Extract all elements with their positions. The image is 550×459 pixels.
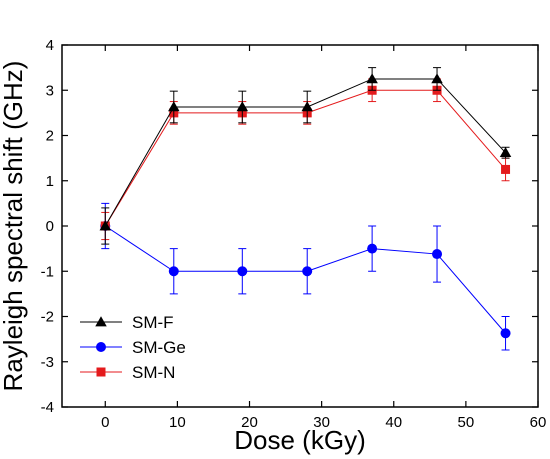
series-layer — [99, 67, 512, 351]
legend-marker-sm-n — [96, 367, 106, 377]
legend-item-sm-f: SM-F — [80, 313, 174, 332]
legend-item-sm-n: SM-N — [80, 363, 175, 382]
data-point-sm-ge — [432, 249, 443, 260]
x-tick-label: 10 — [169, 414, 186, 431]
data-point-sm-ge — [168, 266, 179, 277]
data-point-sm-f — [99, 220, 112, 231]
axis-ticks: 0 10 20 30 40 50 60 -4 -3 -2 -1 0 1 2 3 4 — [41, 37, 547, 431]
y-axis-title: Rayleigh spectral shift (GHz) — [0, 61, 28, 392]
data-point-sm-ge — [500, 328, 511, 339]
data-point-sm-f — [366, 73, 378, 84]
y-tick-label: -3 — [41, 354, 54, 371]
y-tick-label: -4 — [41, 399, 54, 416]
x-tick-label: 30 — [313, 414, 330, 431]
data-point-sm-f — [236, 101, 249, 112]
x-axis-title: Dose (kGy) — [234, 425, 365, 455]
legend-label-sm-f: SM-F — [132, 313, 174, 332]
data-point-sm-f — [168, 101, 180, 112]
data-point-sm-ge — [302, 266, 313, 277]
series-line-sm-f — [104, 78, 506, 227]
x-tick-label: 0 — [101, 414, 109, 431]
legend: SM-F SM-Ge SM-N — [80, 313, 186, 382]
y-tick-label: 2 — [46, 128, 54, 145]
data-point-sm-ge — [237, 266, 248, 277]
x-tick-label: 50 — [458, 414, 475, 431]
x-tick-label: 60 — [530, 414, 547, 431]
legend-marker-sm-ge — [96, 342, 106, 352]
y-tick-label: 0 — [46, 218, 54, 235]
data-point-sm-n — [501, 164, 511, 174]
legend-label-sm-n: SM-N — [132, 363, 175, 382]
legend-item-sm-ge: SM-Ge — [80, 338, 186, 357]
data-point-sm-f — [499, 146, 512, 158]
y-tick-label: -2 — [41, 309, 54, 326]
y-tick-label: 4 — [46, 37, 54, 54]
x-tick-label: 40 — [385, 414, 402, 431]
series-sm-n — [100, 78, 511, 241]
data-point-sm-f — [301, 101, 313, 112]
data-point-sm-ge — [367, 243, 378, 254]
legend-marker-sm-f — [95, 316, 107, 327]
series-sm-f — [99, 67, 512, 245]
legend-label-sm-ge: SM-Ge — [132, 338, 186, 357]
x-tick-label: 20 — [241, 414, 258, 431]
y-tick-label: -1 — [41, 263, 54, 280]
data-point-sm-f — [431, 73, 443, 84]
y-tick-label: 1 — [46, 173, 54, 190]
y-tick-label: 3 — [46, 82, 54, 99]
